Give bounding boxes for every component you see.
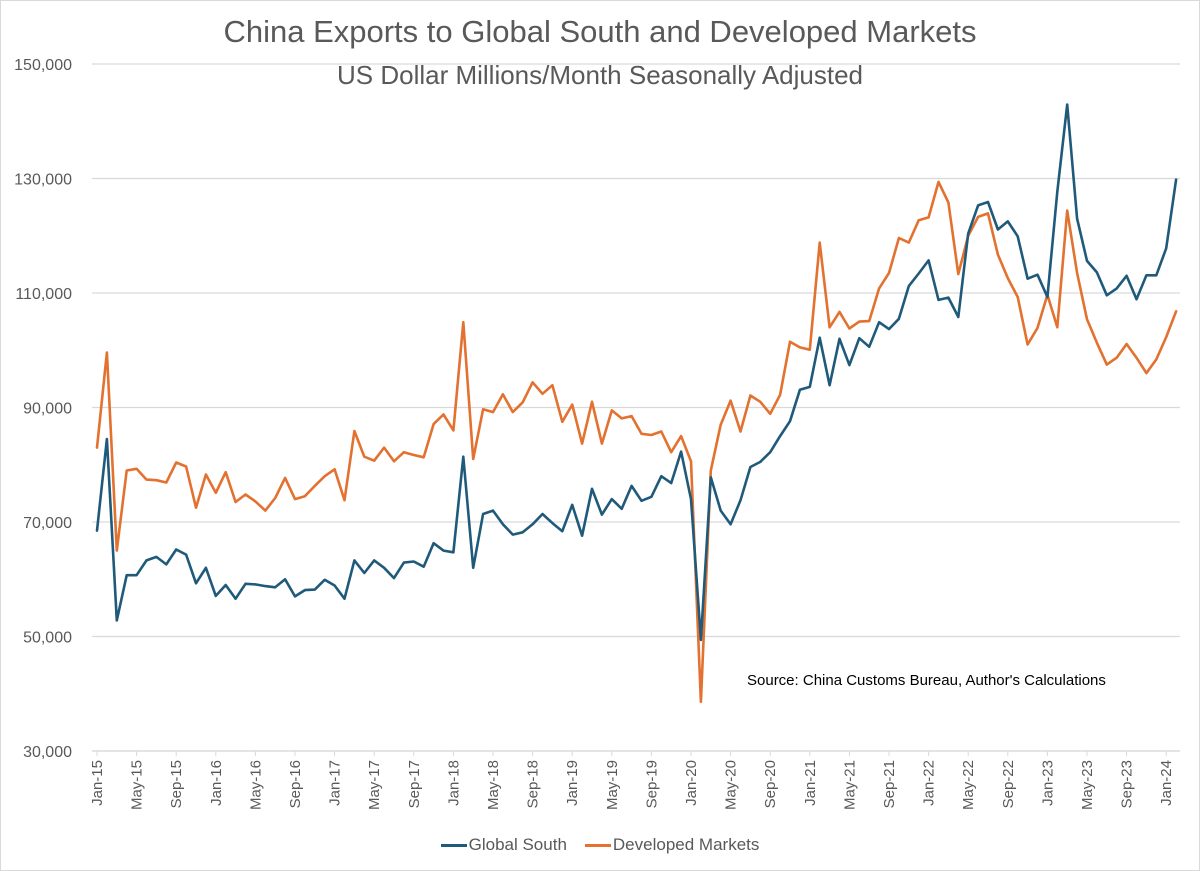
x-tick-label: Jan-24: [1158, 760, 1175, 806]
x-tick-label: May-21: [841, 760, 858, 810]
y-tick-label: 150,000: [14, 57, 72, 74]
x-tick-label: May-17: [366, 760, 383, 810]
chart-title: China Exports to Global South and Develo…: [223, 14, 977, 49]
series-line-developed-markets: [95, 180, 1178, 704]
x-tick-label: Jan-19: [564, 760, 581, 806]
x-tick-label: May-15: [129, 760, 146, 810]
x-tick-label: Sep-20: [762, 760, 779, 808]
y-tick-label: 70,000: [23, 515, 72, 532]
gridlines: [92, 63, 1180, 752]
x-tick-label: Sep-16: [287, 760, 304, 808]
y-tick-label: 130,000: [14, 172, 72, 189]
x-axis: Jan-15 May-15 Sep-15 Jan-16 May-16 Sep-16 Jan-…: [89, 750, 1180, 810]
source-annotation: Source: China Customs Bureau, Author's C…: [747, 672, 1106, 689]
legend-swatch-global-south: [440, 843, 467, 847]
legend-label-global-south: Global South: [468, 835, 567, 854]
y-tick-label: 50,000: [23, 630, 72, 647]
x-tick-label: Jan-16: [208, 760, 225, 806]
y-axis: 30,000 50,000 70,000 90,000 110,000 130,000 15…: [14, 57, 72, 761]
x-tick-label: Jan-18: [445, 760, 462, 806]
x-tick-label: Sep-17: [406, 760, 423, 808]
x-tick-label: Jan-17: [327, 760, 344, 806]
series-lines: [95, 103, 1178, 704]
x-tick-label: Sep-19: [643, 760, 660, 808]
legend-item-developed-markets: Developed Markets: [584, 835, 760, 855]
x-tick-label: Jan-15: [89, 760, 106, 806]
x-tick-label: Sep-21: [881, 760, 898, 808]
y-tick-label: 90,000: [23, 401, 72, 418]
x-tick-label: Sep-18: [525, 760, 542, 808]
x-tick-label: Jan-23: [1039, 760, 1056, 806]
x-tick-label: May-23: [1079, 760, 1096, 810]
x-tick-label: May-18: [485, 760, 502, 810]
x-tick-label: May-19: [604, 760, 621, 810]
x-tick-label: May-20: [723, 760, 740, 810]
x-tick-label: Sep-15: [168, 760, 185, 808]
y-tick-label: 110,000: [15, 286, 72, 303]
x-tick-label: Jan-21: [802, 760, 819, 806]
x-tick-label: Sep-22: [1000, 760, 1017, 808]
legend: Global South Developed Markets: [0, 835, 1200, 855]
x-tick-label: May-22: [960, 760, 977, 810]
y-tick-label: 30,000: [23, 744, 72, 761]
legend-swatch-developed-markets: [584, 843, 611, 847]
series-line-global-south: [95, 103, 1178, 642]
chart-subtitle: US Dollar Millions/Month Seasonally Adju…: [336, 60, 864, 90]
x-tick-label: Jan-20: [683, 760, 700, 806]
x-tick-label: Jan-22: [921, 760, 938, 806]
x-tick-label: Sep-23: [1119, 760, 1136, 808]
x-tick-label: May-16: [247, 760, 264, 810]
legend-label-developed-markets: Developed Markets: [612, 835, 760, 854]
legend-item-global-south: Global South: [440, 835, 567, 855]
